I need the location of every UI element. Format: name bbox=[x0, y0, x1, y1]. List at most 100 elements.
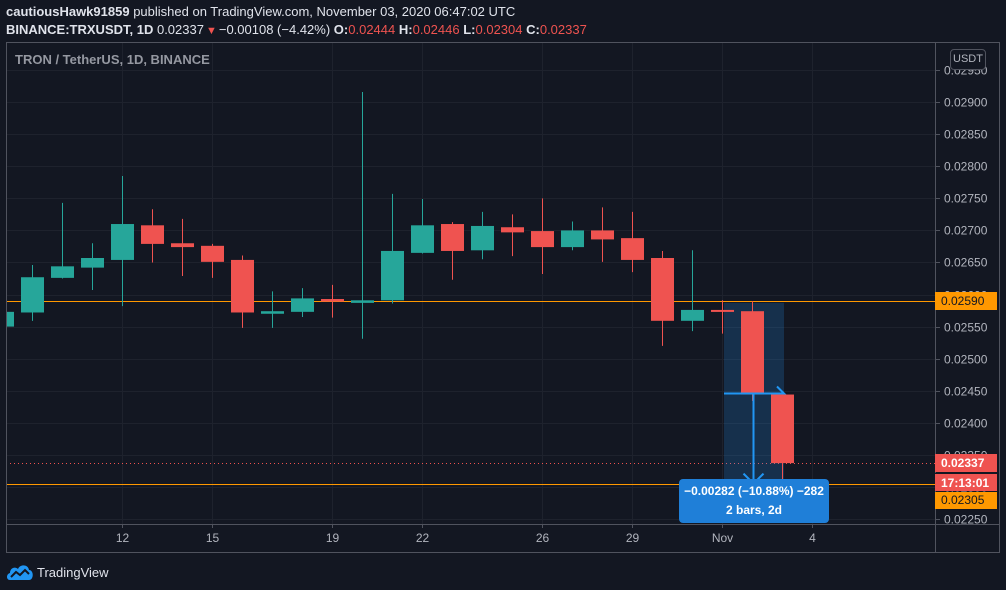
down-triangle-icon: ▼ bbox=[205, 25, 217, 37]
price-label-last: 0.02337 bbox=[935, 454, 997, 472]
candle-body bbox=[501, 227, 524, 233]
low-label: L: bbox=[463, 22, 476, 37]
horizontal-lines[interactable] bbox=[6, 301, 935, 485]
brand-name: TradingView bbox=[37, 564, 109, 580]
candle-down bbox=[621, 211, 644, 273]
time-tick-label: 19 bbox=[326, 531, 340, 545]
close-value: 0.02337 bbox=[539, 22, 587, 37]
candle-down bbox=[741, 300, 764, 401]
candle-body bbox=[7, 311, 14, 327]
candle-body bbox=[591, 230, 614, 240]
high-value: 0.02446 bbox=[412, 22, 460, 37]
time-tick-label: 15 bbox=[206, 531, 220, 545]
price-tick-label: 0.02400 bbox=[944, 417, 988, 431]
measure-info-box: −0.00282 (−10.88%) −282 2 bars, 2d bbox=[679, 479, 829, 523]
price-label-lower-line: 0.02305 bbox=[935, 492, 997, 509]
candle-down bbox=[201, 243, 224, 278]
candle-up bbox=[351, 91, 374, 339]
candle-body bbox=[411, 225, 434, 253]
candle-body bbox=[681, 309, 704, 321]
price-tick-label: 0.02800 bbox=[944, 160, 988, 174]
candle-body bbox=[741, 311, 764, 395]
candle-body bbox=[471, 225, 494, 251]
candle-up bbox=[7, 311, 14, 327]
candle-body bbox=[321, 299, 344, 302]
chart-frame bbox=[6, 42, 1000, 553]
price-tick-label: 0.02850 bbox=[944, 128, 988, 142]
open-value: 0.02444 bbox=[348, 22, 396, 37]
candle-down bbox=[141, 209, 164, 263]
tradingview-brand[interactable]: TradingView bbox=[6, 562, 109, 582]
author-username[interactable]: cautiousHawk91859 bbox=[6, 4, 130, 19]
time-tick-label: 26 bbox=[536, 531, 550, 545]
publish-info: cautiousHawk91859 published on TradingVi… bbox=[6, 4, 515, 19]
measure-bars-text: 2 bars, 2d bbox=[725, 503, 783, 517]
candle-down bbox=[171, 218, 194, 276]
price-label-upper-line: 0.02590 bbox=[935, 292, 997, 310]
price-tick-label: 0.02750 bbox=[944, 192, 988, 206]
measure-change-text: −0.00282 (−10.88%) −282 bbox=[684, 484, 824, 498]
candle-body bbox=[351, 300, 374, 303]
candle-up bbox=[21, 265, 44, 321]
candle-body bbox=[111, 224, 134, 260]
candle-down bbox=[501, 214, 524, 257]
candle-down bbox=[711, 300, 734, 334]
candle-body bbox=[261, 311, 284, 314]
candle-body bbox=[51, 266, 74, 278]
price-tick-label: 0.02900 bbox=[944, 96, 988, 110]
bar-countdown-label: 17:13:01 bbox=[935, 473, 997, 491]
low-value: 0.02304 bbox=[475, 22, 523, 37]
symbol-label: BINANCE:TRXUSDT, 1D bbox=[6, 22, 154, 37]
candle-up bbox=[471, 211, 494, 260]
candle-body bbox=[711, 309, 734, 312]
candle-body bbox=[441, 224, 464, 251]
published-text: published on TradingView.com, November 0… bbox=[129, 4, 516, 19]
last-price: 0.02337 bbox=[156, 22, 204, 37]
time-tick-label: Nov bbox=[712, 531, 733, 545]
time-tick-label: 12 bbox=[116, 531, 130, 545]
currency-button[interactable]: USDT bbox=[950, 49, 986, 70]
candle-body bbox=[561, 230, 584, 248]
candle-body bbox=[531, 231, 554, 248]
candle-down bbox=[531, 198, 554, 275]
candles bbox=[7, 91, 794, 485]
candle-down bbox=[321, 284, 344, 318]
price-tick-label: 0.02700 bbox=[944, 224, 988, 238]
time-tick-label: 29 bbox=[626, 531, 640, 545]
candle-body bbox=[171, 243, 194, 248]
candle-body bbox=[621, 238, 644, 260]
chart-legend-title: TRON / TetherUS, 1D, BINANCE bbox=[15, 52, 210, 67]
candle-body bbox=[201, 245, 224, 262]
candle-down bbox=[591, 207, 614, 262]
close-label: C: bbox=[526, 22, 540, 37]
price-tick-label: 0.02250 bbox=[944, 513, 988, 527]
candle-body bbox=[231, 259, 254, 313]
candle-down bbox=[771, 393, 794, 485]
candle-up bbox=[291, 288, 314, 317]
tradingview-cloud-icon bbox=[7, 565, 33, 580]
grid bbox=[6, 42, 935, 524]
candle-up bbox=[81, 243, 104, 291]
candle-body bbox=[291, 298, 314, 312]
high-label: H: bbox=[398, 22, 413, 37]
candle-body bbox=[141, 225, 164, 244]
price-change: −0.00108 (−4.42%) bbox=[218, 22, 331, 37]
open-label: O: bbox=[333, 22, 349, 37]
candle-up bbox=[681, 250, 704, 332]
time-tick-label: 4 bbox=[809, 531, 816, 545]
price-tick-label: 0.02650 bbox=[944, 256, 988, 270]
price-tick-label: 0.02500 bbox=[944, 353, 988, 367]
candle-body bbox=[771, 394, 794, 464]
price-tick-label: 0.02450 bbox=[944, 385, 988, 399]
symbol-info-bar: BINANCE:TRXUSDT, 1D 0.02337 ▼ −0.00108 (−4… bbox=[6, 22, 587, 37]
candle-up bbox=[261, 291, 284, 328]
candle-up bbox=[51, 202, 74, 279]
time-tick-label: 22 bbox=[416, 531, 430, 545]
candle-body bbox=[21, 277, 44, 313]
price-tick-label: 0.02550 bbox=[944, 321, 988, 335]
candle-down bbox=[231, 255, 254, 328]
candle-up bbox=[381, 193, 404, 304]
candle-body bbox=[381, 250, 404, 301]
chart-border bbox=[6, 42, 1000, 553]
